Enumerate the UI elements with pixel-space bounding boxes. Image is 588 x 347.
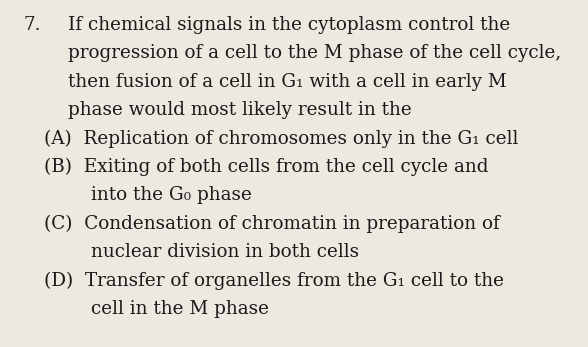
Text: into the G₀ phase: into the G₀ phase [91,186,252,204]
Text: (A)  Replication of chromosomes only in the G₁ cell: (A) Replication of chromosomes only in t… [44,129,519,148]
Text: (D)  Transfer of organelles from the G₁ cell to the: (D) Transfer of organelles from the G₁ c… [44,272,504,290]
Text: (B)  Exiting of both cells from the cell cycle and: (B) Exiting of both cells from the cell … [44,158,489,176]
Text: then fusion of a cell in G₁ with a cell in early M: then fusion of a cell in G₁ with a cell … [68,73,506,91]
Text: 7.: 7. [24,16,41,34]
Text: (C)  Condensation of chromatin in preparation of: (C) Condensation of chromatin in prepara… [44,215,500,233]
Text: cell in the M phase: cell in the M phase [91,300,269,318]
Text: progression of a cell to the M phase of the cell cycle,: progression of a cell to the M phase of … [68,44,561,62]
Text: nuclear division in both cells: nuclear division in both cells [91,243,359,261]
Text: phase would most likely result in the: phase would most likely result in the [68,101,412,119]
Text: If chemical signals in the cytoplasm control the: If chemical signals in the cytoplasm con… [68,16,510,34]
